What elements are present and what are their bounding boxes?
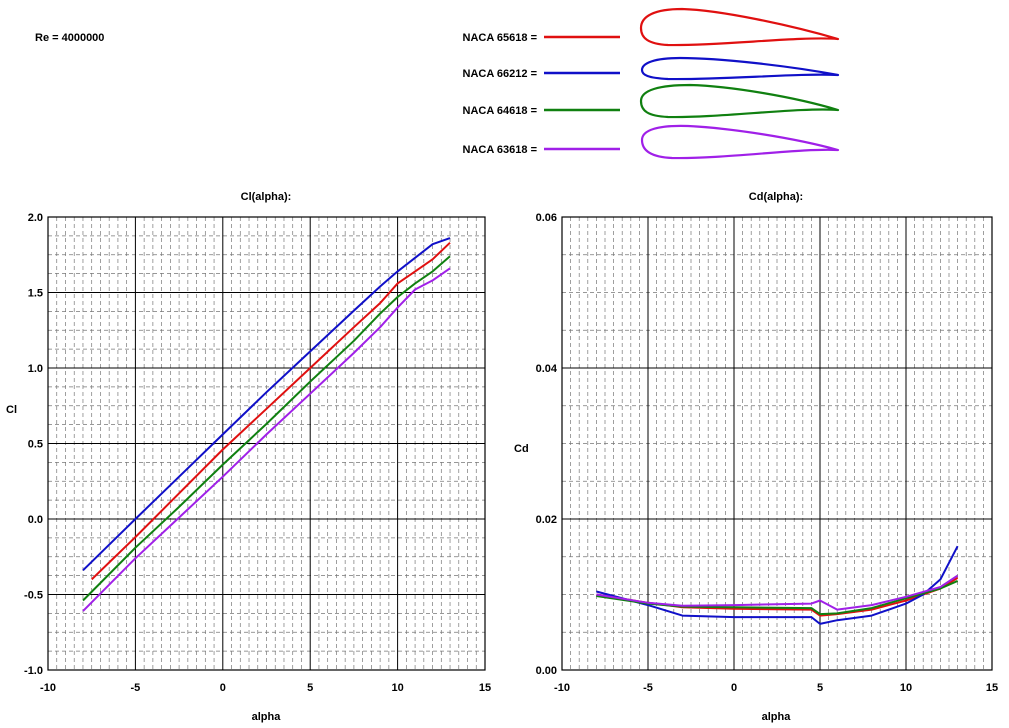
cl-x-tick-label: -5 [131,682,141,694]
cd-x-tick-label: 15 [986,682,998,694]
cl-x-tick-label: -10 [40,682,56,694]
legend-label: NACA 63618 = [463,144,538,156]
cd-y-axis-label: Cd [514,443,529,455]
cd-x-tick-label: -10 [554,682,570,694]
cl-y-tick-label: -0.5 [24,590,43,602]
legend-entry: NACA 66212 = [463,58,839,80]
cl-x-tick-label: 0 [220,682,226,694]
cl-chart-title: Cl(alpha): [241,191,292,203]
cl-y-tick-label: 0.5 [28,439,43,451]
cl-y-tick-label: 2.0 [28,212,43,224]
airfoil-outline-icon [641,85,838,117]
cd-x-tick-label: 10 [900,682,912,694]
legend-label: NACA 65618 = [463,32,538,44]
cd-y-tick-label: 0.00 [536,665,557,677]
legend-entry: NACA 63618 = [463,126,839,158]
reynolds-label: Re = 4000000 [35,32,104,44]
cl-y-tick-label: 0.0 [28,514,43,526]
cl-series-line [92,243,450,580]
cl-x-tick-label: 10 [391,682,403,694]
cd-x-axis-label: alpha [762,711,792,723]
cl-y-axis-label: Cl [6,404,17,416]
cl-x-tick-label: 15 [479,682,491,694]
legend-entry: NACA 64618 = [463,85,839,117]
legend-label: NACA 64618 = [463,105,538,117]
airfoil-outline-icon [642,58,838,79]
legend: NACA 65618 = NACA 66212 = NACA 64618 = NACA… [463,9,839,158]
cl-alpha-chart: Cl(alpha): Cl alpha -10 -5 0 5 10 15 -1.0 -0.5 0… [6,191,491,723]
cl-y-tick-label: 1.0 [28,363,43,375]
cd-y-tick-label: 0.02 [536,514,557,526]
legend-label: NACA 66212 = [463,68,538,80]
cl-series-line [83,268,450,611]
cl-x-axis-label: alpha [252,711,282,723]
cd-x-tick-label: -5 [643,682,653,694]
cd-y-tick-label: 0.04 [536,363,558,375]
cl-y-tick-label: 1.5 [28,288,43,300]
cl-grid [48,217,485,670]
cl-y-tick-label: -1.0 [24,665,43,677]
cd-y-tick-label: 0.06 [536,212,557,224]
cl-x-tick-label: 5 [307,682,313,694]
cd-x-tick-label: 0 [731,682,737,694]
cd-chart-title: Cd(alpha): [749,191,803,203]
airfoil-outline-icon [641,9,838,45]
cd-grid [562,217,992,670]
legend-entry: NACA 65618 = [463,9,839,45]
airfoil-outline-icon [642,126,838,158]
cd-x-tick-label: 5 [817,682,823,694]
cd-alpha-chart: Cd(alpha): Cd alpha -10 -5 0 5 10 15 0.00 0.02 0… [514,191,998,723]
